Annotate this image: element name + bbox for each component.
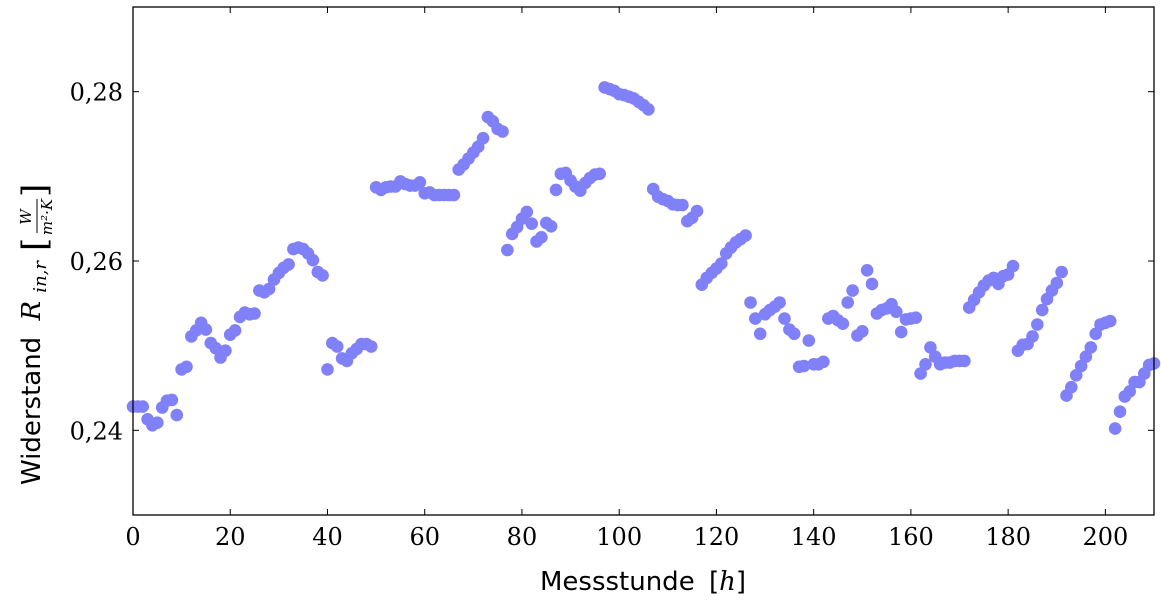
data-point-106 bbox=[642, 103, 655, 116]
data-point-9 bbox=[170, 408, 184, 422]
data-point-134 bbox=[778, 312, 791, 325]
x-tick-label-200: 200 bbox=[1082, 523, 1128, 551]
data-point-19 bbox=[219, 344, 232, 358]
data-point-157 bbox=[890, 305, 903, 319]
data-point-186 bbox=[1031, 318, 1044, 331]
data-point-116 bbox=[690, 204, 704, 218]
x-tick-label-160: 160 bbox=[888, 523, 934, 551]
data-point-205 bbox=[1123, 385, 1136, 398]
x-tick-label-120: 120 bbox=[694, 523, 740, 551]
y-tick-label-2: 0,28 bbox=[70, 79, 123, 107]
data-point-193 bbox=[1065, 380, 1078, 394]
data-point-128 bbox=[749, 312, 762, 325]
data-point-202 bbox=[1108, 422, 1122, 435]
data-point-163 bbox=[919, 358, 932, 371]
y-tick-label-1: 0,26 bbox=[70, 248, 123, 276]
y-tick-label-0: 0,24 bbox=[70, 417, 123, 445]
data-point-158 bbox=[894, 325, 908, 339]
data-point-113 bbox=[676, 198, 689, 212]
data-point-86 bbox=[544, 220, 558, 233]
x-tick-label-180: 180 bbox=[985, 523, 1031, 551]
x-tick-label-20: 20 bbox=[215, 523, 246, 551]
data-point-5 bbox=[151, 416, 164, 430]
data-point-82 bbox=[525, 217, 538, 230]
data-point-126 bbox=[739, 229, 752, 242]
data-point-49 bbox=[364, 340, 378, 353]
data-point-81 bbox=[520, 205, 534, 219]
data-point-185 bbox=[1026, 330, 1039, 343]
data-point-187 bbox=[1035, 303, 1049, 317]
data-points bbox=[126, 81, 1161, 435]
data-point-17 bbox=[209, 341, 222, 355]
data-point-150 bbox=[856, 325, 869, 338]
data-point-37 bbox=[306, 253, 320, 267]
x-tick-label-40: 40 bbox=[312, 523, 343, 551]
data-point-196 bbox=[1079, 350, 1093, 364]
data-point-148 bbox=[846, 284, 859, 297]
data-point-142 bbox=[817, 355, 830, 369]
data-point-39 bbox=[316, 269, 329, 282]
y-axis-label: Widerstand R in,r [ W m²·K ] bbox=[15, 184, 56, 485]
data-point-198 bbox=[1089, 327, 1102, 341]
data-point-32 bbox=[282, 258, 295, 271]
data-point-76 bbox=[496, 125, 509, 138]
data-point-139 bbox=[802, 334, 816, 347]
data-point-129 bbox=[753, 327, 767, 341]
data-point-164 bbox=[924, 341, 937, 354]
data-point-72 bbox=[476, 131, 490, 145]
data-point-136 bbox=[787, 327, 801, 341]
data-point-147 bbox=[841, 296, 854, 309]
data-point-201 bbox=[1103, 314, 1117, 328]
data-point-138 bbox=[797, 359, 811, 373]
y-unit-denominator: m²·K bbox=[38, 198, 56, 235]
svg-text:[: [ bbox=[15, 238, 55, 251]
data-point-15 bbox=[199, 323, 213, 336]
data-point-40 bbox=[321, 363, 334, 376]
data-point-171 bbox=[958, 354, 971, 368]
y-unit-numerator: W bbox=[17, 208, 35, 225]
data-point-25 bbox=[248, 307, 261, 320]
x-tick-label-140: 140 bbox=[791, 523, 837, 551]
x-tick-label-0: 0 bbox=[125, 523, 140, 551]
data-point-161 bbox=[909, 311, 923, 325]
data-point-84 bbox=[535, 231, 548, 244]
data-point-87 bbox=[549, 183, 563, 197]
data-point-194 bbox=[1069, 369, 1083, 382]
x-tick-label-60: 60 bbox=[409, 523, 440, 551]
x-axis-label: Messstunde [h] bbox=[540, 567, 746, 597]
axis-ticks: 0 20 40 60 80 100 120 140 160 180 200 0,24 0,26 0,28 bbox=[70, 7, 1154, 551]
data-point-59 bbox=[413, 176, 427, 189]
data-point-133 bbox=[773, 296, 786, 309]
data-point-195 bbox=[1074, 359, 1088, 373]
y-axis-label-text: Widerstand bbox=[17, 337, 47, 485]
data-point-96 bbox=[593, 167, 606, 181]
data-point-2 bbox=[136, 400, 149, 413]
data-point-42 bbox=[330, 340, 344, 353]
y-axis-subscript: in,r bbox=[30, 260, 51, 293]
data-point-11 bbox=[180, 360, 193, 374]
data-point-8 bbox=[165, 393, 179, 407]
data-point-181 bbox=[1006, 259, 1020, 273]
x-tick-label-80: 80 bbox=[507, 523, 538, 551]
y-axis-symbol: R bbox=[17, 301, 47, 322]
data-point-152 bbox=[865, 277, 879, 291]
data-point-66 bbox=[447, 188, 461, 202]
data-point-21 bbox=[228, 324, 242, 337]
data-point-162 bbox=[914, 367, 927, 380]
data-point-191 bbox=[1055, 265, 1068, 279]
svg-text:Widerstand R in,r: Widerstand R in,r bbox=[17, 260, 51, 485]
data-point-190 bbox=[1050, 276, 1064, 290]
data-point-146 bbox=[836, 317, 850, 331]
data-point-77 bbox=[501, 243, 514, 257]
svg-text:]: ] bbox=[15, 184, 55, 197]
data-point-127 bbox=[744, 296, 757, 309]
data-point-151 bbox=[860, 264, 874, 277]
data-point-197 bbox=[1084, 341, 1098, 354]
x-tick-label-100: 100 bbox=[596, 523, 642, 551]
data-point-121 bbox=[715, 257, 728, 270]
data-point-28 bbox=[262, 282, 276, 296]
data-point-203 bbox=[1113, 405, 1127, 419]
